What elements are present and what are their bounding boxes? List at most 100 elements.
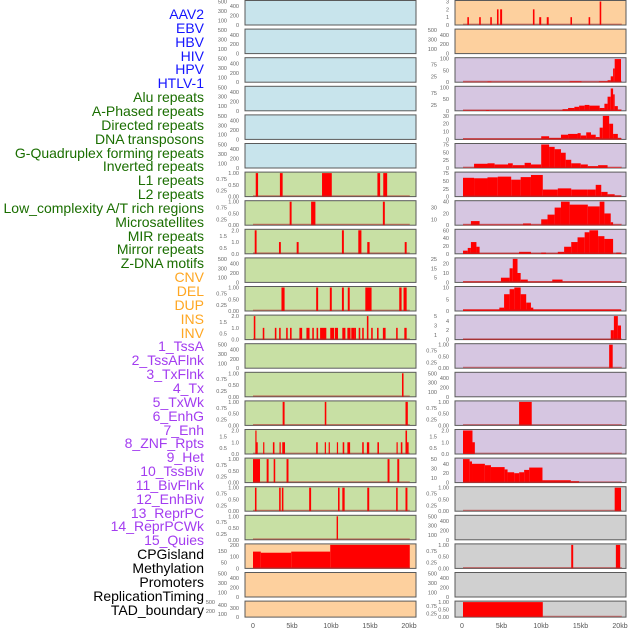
y-tick-label: 0.50 [228, 383, 239, 389]
bar [569, 204, 588, 226]
bar [342, 487, 345, 512]
bar [324, 401, 327, 426]
y-tick-label: 0.25 [216, 418, 227, 424]
bar [382, 327, 386, 340]
y-tick-label: 1.00 [438, 400, 449, 406]
y-tick-label: 0 [236, 23, 239, 29]
bar [366, 316, 369, 340]
bar [396, 442, 398, 454]
y-tick-label: 1.00 [438, 486, 449, 492]
bar [278, 242, 281, 254]
bar [610, 330, 614, 340]
bar [354, 327, 356, 340]
bar [599, 127, 603, 140]
bar [599, 201, 605, 226]
x-tick-label: 10kb [323, 623, 338, 630]
y-tick-label: 60 [443, 228, 449, 234]
panel-background [244, 343, 417, 369]
y-tick-label: 30 [431, 467, 437, 473]
bar [463, 602, 543, 618]
bar [530, 174, 543, 197]
track-label-1-tssa: 1_TssA [158, 338, 204, 355]
y-tick-label: 0 [446, 395, 449, 401]
y-tick-label: 1.00 [228, 371, 239, 377]
track-panel-9-het: 0 5 10 [443, 286, 627, 315]
track-panel-mirror-repeats: 0.000.250.500.751.00 [216, 486, 417, 515]
panel-background [454, 371, 627, 398]
track-panel-ins: 0 1 23 [446, 0, 627, 29]
y-tick-label: 0.25 [426, 418, 437, 424]
bar [330, 327, 335, 340]
bar [613, 94, 615, 111]
y-tick-label: 150 [218, 549, 227, 555]
bar [609, 344, 613, 369]
panel-background [244, 200, 417, 226]
y-tick-label: 400 [230, 347, 239, 353]
bar [316, 287, 319, 311]
track-panel-low-complexity-a-t-rich-regions: 0.000.250.500.751.00 [216, 400, 417, 429]
bar [328, 442, 330, 454]
y-tick-label: 0.75 [426, 349, 437, 355]
track-label-mirror-repeats: Mirror repeats [116, 241, 204, 258]
y-tick-label: 0 [236, 52, 239, 58]
bar [322, 173, 332, 197]
y-tick-label: 25 [443, 187, 449, 193]
bar [526, 302, 531, 311]
bar [586, 132, 591, 140]
track-label-del: DEL [176, 283, 204, 300]
y-tick-label: 0.75 [216, 291, 227, 297]
bar [347, 287, 350, 311]
y-tick-label: 3 [446, 0, 449, 6]
bar [479, 17, 481, 25]
y-tick-label: 0.25 [216, 532, 227, 538]
y-tick-label: 10 [431, 476, 437, 482]
y-tick-label: 200 [440, 586, 449, 592]
bar [484, 465, 491, 483]
y-tick-label: 0.00 [438, 423, 449, 429]
bar [334, 327, 339, 340]
track-label-3-txflnk: 3_TxFlnk [146, 366, 204, 383]
bar [517, 273, 521, 283]
y-tick-label: 200 [230, 586, 239, 592]
bar [400, 442, 403, 454]
y-tick-label: 50 [221, 561, 227, 567]
y-tick-label: 0 [236, 137, 239, 143]
bar [282, 442, 285, 454]
bar [524, 162, 531, 168]
bar [255, 173, 259, 197]
bar [542, 189, 558, 197]
bar [260, 552, 292, 569]
bar [474, 163, 488, 168]
bar [470, 221, 480, 226]
y-tick-label: 500 [428, 28, 437, 34]
y-tick-label: 0.00 [438, 509, 449, 515]
bar [463, 430, 473, 454]
y-tick-label: 400 [230, 262, 239, 268]
bar [467, 247, 471, 254]
y-tick-label: 1.0 [231, 326, 239, 332]
track-label-4-tx: 4_Tx [172, 380, 204, 397]
track-panel-tad-boundary: 0.000.250.500.751.00 [426, 600, 627, 621]
y-tick-label: 0.50 [228, 211, 239, 217]
y-tick-label: 100 [230, 555, 239, 561]
panel-background [244, 400, 417, 426]
y-tick-label: 100 [218, 590, 227, 596]
track-label-ebv: EBV [175, 19, 204, 36]
x-tick-label: 15kb [573, 623, 588, 630]
y-tick-label: 0.25 [426, 360, 437, 366]
y-tick-label: 0.00 [228, 395, 239, 401]
track-panel-11-bivflnk: 0.000.250.500.751.00 [426, 343, 627, 372]
bar [598, 165, 608, 168]
y-tick-label: 15 [431, 266, 437, 272]
x-tick-label: 0 [251, 623, 255, 630]
bar [358, 230, 362, 254]
y-tick-label: 0.0 [231, 252, 239, 258]
bar [595, 184, 602, 197]
bar [580, 135, 587, 140]
bar [520, 279, 528, 283]
bar [570, 17, 573, 25]
y-tick-label: 30 [443, 114, 449, 120]
y-tick-label: 0 [446, 252, 449, 258]
bar [401, 373, 404, 397]
